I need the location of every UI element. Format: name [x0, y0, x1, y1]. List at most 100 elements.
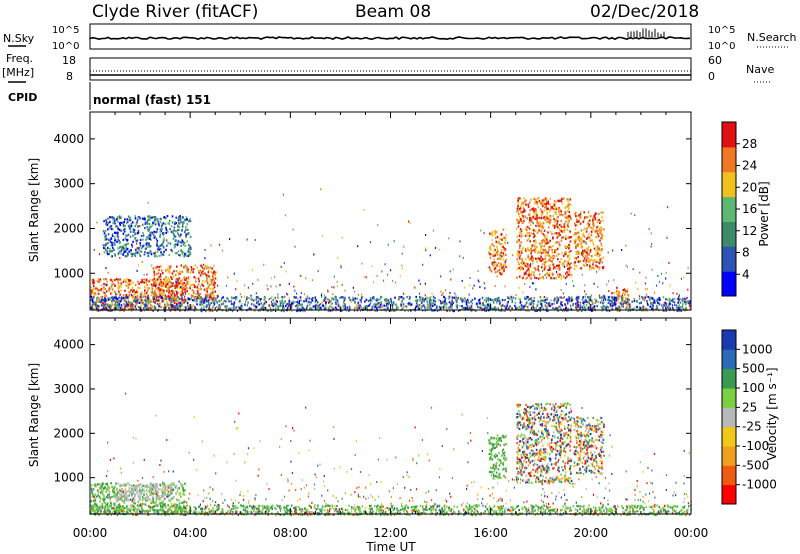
data-cell [110, 305, 113, 308]
data-cell [569, 240, 572, 243]
data-cell [148, 509, 150, 513]
data-cell [537, 265, 540, 268]
data-cell [246, 304, 248, 307]
data-cell [462, 256, 464, 259]
data-cell [323, 297, 326, 300]
data-cell [530, 232, 533, 235]
data-cell [591, 301, 594, 304]
data-cell [233, 301, 236, 304]
data-cell [553, 226, 556, 229]
data-cell [494, 261, 497, 264]
data-cell [263, 302, 266, 305]
data-cell [177, 272, 179, 275]
data-cell [103, 306, 105, 309]
data-cell [638, 295, 641, 298]
data-cell [528, 231, 531, 235]
data-cell [481, 309, 483, 312]
station-title: Clyde River (fitACF) [92, 2, 258, 22]
data-cell [599, 253, 601, 256]
data-cell [124, 298, 126, 301]
data-cell [181, 228, 183, 232]
data-cell [131, 245, 134, 248]
beam-title: Beam 08 [355, 2, 431, 22]
data-cell [283, 306, 285, 309]
data-cell [196, 286, 198, 288]
data-cell [256, 301, 258, 304]
data-cell [199, 300, 201, 304]
data-cell [564, 211, 567, 214]
data-cell [476, 302, 478, 305]
data-cell [610, 299, 612, 302]
data-cell [552, 307, 554, 310]
noise-left-tick-top: 10^5 [52, 25, 79, 36]
data-cell [96, 297, 98, 300]
data-cell [93, 292, 95, 295]
data-cell [534, 234, 536, 237]
data-cell [545, 272, 548, 275]
data-cell [528, 227, 531, 230]
colorbar-tick-label: 16 [742, 202, 757, 216]
data-cell [607, 298, 609, 302]
data-cell [434, 300, 436, 303]
data-cell [160, 281, 163, 284]
data-cell [111, 244, 114, 247]
data-cell [546, 260, 548, 263]
data-cell [539, 208, 542, 211]
data-cell [306, 295, 308, 298]
data-cell [273, 304, 276, 307]
data-cell [493, 264, 496, 267]
data-cell [651, 302, 653, 304]
data-cell [463, 297, 466, 300]
data-cell [536, 303, 539, 307]
data-cell [631, 300, 633, 303]
data-cell [569, 214, 572, 217]
data-cell [650, 296, 653, 299]
data-cell [156, 231, 158, 234]
data-cell [536, 309, 538, 312]
data-cell [124, 506, 126, 509]
data-cell [526, 239, 529, 242]
data-cell [370, 299, 372, 302]
data-cell [175, 298, 178, 301]
data-cell [561, 202, 564, 205]
data-cell [668, 262, 670, 264]
data-cell [118, 228, 121, 232]
data-cell [124, 300, 126, 302]
data-cell [182, 283, 184, 286]
data-cell [349, 298, 351, 301]
data-cell [402, 303, 405, 306]
data-cell [174, 286, 176, 289]
data-cell [587, 233, 590, 236]
data-cell [449, 306, 451, 309]
data-cell [557, 207, 560, 210]
data-cell [156, 509, 158, 512]
data-cell [489, 302, 491, 305]
data-cell [583, 301, 586, 304]
data-cell [206, 276, 208, 280]
data-cell [302, 307, 304, 310]
data-cell [149, 300, 152, 303]
data-cell [602, 211, 604, 214]
data-cell [103, 495, 105, 498]
data-cell [433, 303, 436, 306]
data-cell [171, 250, 173, 253]
data-cell [185, 286, 188, 289]
data-cell [626, 288, 629, 291]
data-cell [107, 485, 109, 488]
data-cell [281, 305, 284, 308]
data-cell [150, 253, 153, 256]
data-cell [145, 243, 148, 246]
data-cell [602, 219, 604, 222]
data-cell [307, 301, 310, 304]
data-cell [140, 281, 142, 284]
data-cell [152, 509, 155, 512]
data-cell [172, 304, 174, 307]
data-cell [357, 301, 360, 304]
data-cell [402, 306, 405, 309]
data-cell [573, 262, 575, 265]
data-cell [534, 200, 536, 203]
data-cell [204, 280, 206, 283]
data-cell [238, 306, 241, 309]
data-cell [498, 265, 501, 268]
data-cell [668, 299, 671, 302]
